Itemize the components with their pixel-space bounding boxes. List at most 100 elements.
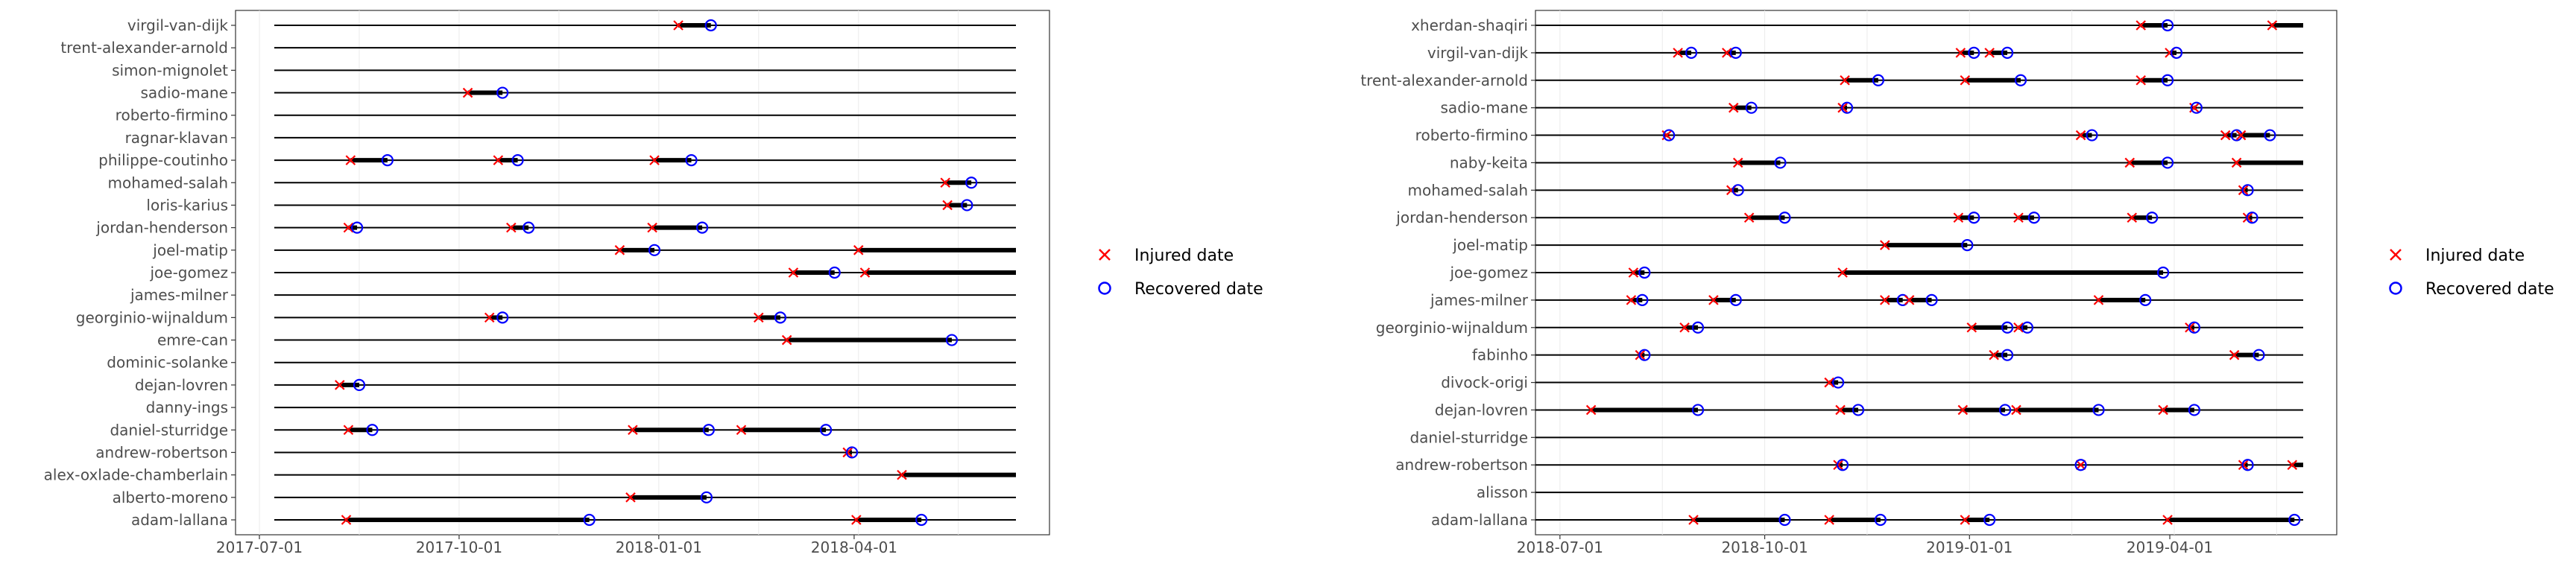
recovered-marker [1778,212,1791,224]
recovered-marker [695,221,709,234]
recovered-marker [366,424,379,436]
injured-marker [1955,48,1966,58]
player-label: emre-can [157,331,228,349]
injured-marker [1880,240,1890,250]
injured-marker [1679,322,1690,333]
legend-injured-marker-icon [2390,249,2402,261]
injured-marker [1626,295,1637,305]
player-label: roberto-firmino [1415,127,1528,144]
x-tick-label: 2018-10-01 [1721,538,1808,556]
recovered-marker [1968,46,1980,59]
recovered-marker [2001,46,2014,59]
recovered-marker [2086,129,2098,142]
player-label: joe-gomez [149,264,228,282]
injured-marker [2127,212,2138,223]
player-label: roberto-firmino [116,107,228,124]
injured-marker [647,222,657,233]
injured-marker [2013,322,2024,333]
player-label: simon-mignolet [112,61,228,79]
recovered-marker [2253,349,2265,361]
player-label: joe-gomez [1449,264,1528,282]
recovered-marker [2161,19,2174,32]
recovered-marker [1663,129,1676,142]
recovered-marker [1961,239,1974,252]
injured-marker [851,515,862,525]
recovered-marker [350,221,364,234]
recovered-marker [648,244,661,256]
injured-marker [754,312,764,323]
recovered-marker [1685,46,1698,59]
player-label: dejan-lovren [135,376,228,394]
recovered-marker [1731,184,1744,197]
player-label: mohamed-salah [107,174,228,191]
player-label: jordan-henderson [95,219,228,237]
legend-recovered-marker-icon [1098,282,1111,295]
recovered-marker [2161,74,2174,86]
player-label: dominic-solanke [107,354,228,372]
recovered-marker [2288,513,2301,527]
x-tick-label: 2018-07-01 [1517,538,1603,556]
injured-marker [484,312,495,323]
recovered-marker [2188,404,2200,416]
player-label: virgil-van-dijk [1427,44,1529,62]
recovered-marker [2264,129,2276,142]
legend-recovered-label: Recovered date [2425,280,2554,299]
player-label: james-milner [130,286,229,304]
recovered-marker [523,221,535,234]
injured-marker [853,245,864,255]
recovered-marker [961,199,973,212]
recovered-marker [2027,212,2040,224]
injured-marker [1824,377,1834,388]
recovered-marker [685,153,698,167]
player-label: daniel-sturridge [1409,428,1528,446]
injured-marker [942,200,953,211]
recovered-marker [1852,404,1865,416]
injured-marker [1957,404,1969,416]
injured-marker [614,245,625,255]
recovered-marker [1832,376,1845,389]
injured-marker [2287,460,2298,471]
injured-marker [1585,404,1597,416]
injured-marker [842,447,853,458]
recovered-marker [1691,404,1705,416]
recovered-marker [1968,212,1980,224]
recovered-marker [1636,293,1649,306]
x-tick-label: 2017-10-01 [416,538,502,556]
recovered-marker [819,424,833,436]
recovered-marker [1836,459,1849,471]
injured-marker [345,155,356,165]
recovered-marker [1983,513,1996,527]
recovered-marker [1638,266,1651,279]
player-label: joel-matip [152,241,228,259]
recovered-marker [2021,321,2034,334]
recovered-marker [774,311,787,324]
recovered-marker [1745,101,1758,114]
player-label: trent-alexander-arnold [60,39,228,57]
recovered-marker [1729,293,1742,306]
injured-marker [2093,295,2104,305]
injured-marker [1960,74,1971,86]
injured-marker [343,222,354,233]
recovered-marker [2246,212,2258,224]
injured-marker [1835,404,1846,416]
injured-marker [1688,515,1699,525]
injured-marker [1673,48,1683,58]
player-label: dejan-lovren [1435,401,1528,419]
injured-marker [462,87,473,98]
player-label: virgil-van-dijk [127,16,229,34]
injured-marker [897,469,907,480]
recovered-marker [828,266,841,279]
injured-marker [1837,267,1848,278]
recovered-marker [965,177,978,189]
injured-marker [1628,267,1639,278]
injured-marker [341,515,352,525]
recovered-marker [2146,212,2159,224]
recovered-marker [700,491,713,503]
player-label: philippe-coutinho [98,151,228,169]
injured-marker [2231,157,2242,168]
legend-left: Injured date Recovered date [1098,247,1263,299]
injured-marker [1840,74,1850,86]
injured-marker [2235,130,2247,141]
player-label: andrew-robertson [1395,456,1528,474]
